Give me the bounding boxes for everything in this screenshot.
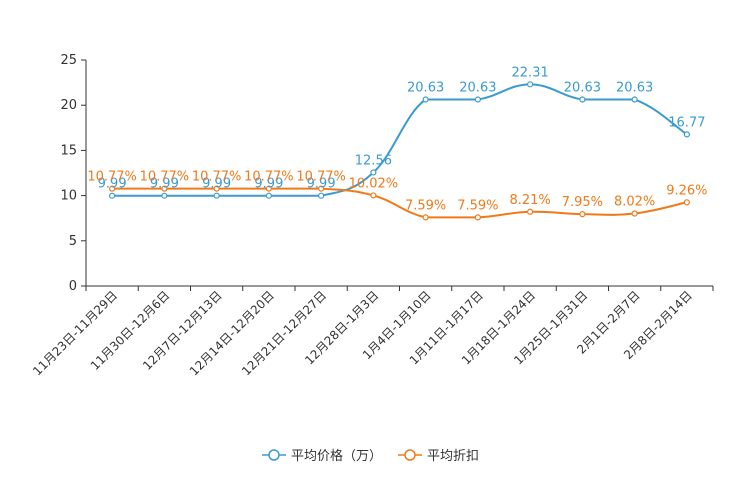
series-1-data-label: 7.59% [405, 198, 446, 213]
series-0-point[interactable] [527, 81, 534, 88]
series-1-data-label: 10.77% [244, 170, 294, 185]
series-1-point[interactable] [579, 211, 586, 218]
series-line-1 [112, 187, 688, 219]
series-1-data-label: 10.02% [349, 176, 399, 191]
series-1-data-label: 8.21% [509, 193, 550, 208]
series-0-data-label: 12.56 [355, 153, 392, 168]
y-tick-label: 15 [60, 143, 77, 158]
series-0-data-label: 9.99 [150, 177, 179, 192]
series-0-data-label: 20.63 [407, 81, 444, 96]
series-1-point[interactable] [109, 185, 116, 192]
legend-item-0[interactable]: 平均价格（万） [262, 448, 382, 464]
series-1-point[interactable] [422, 214, 429, 221]
series-0-point[interactable] [265, 192, 272, 199]
series-1-point[interactable] [370, 192, 377, 199]
series-1-point[interactable] [631, 210, 638, 217]
series-0-data-label: 20.63 [616, 81, 653, 96]
series-1-data-label: 10.77% [87, 170, 137, 185]
series-0-point[interactable] [109, 192, 116, 199]
data-labels: 9.99 9.99 9.99 9.99 9.99 12.56 20.63 20.63 22.31… [87, 65, 707, 213]
y-tick-label: 5 [69, 234, 77, 249]
legend-label: 平均折扣 [427, 449, 479, 464]
series-0-point[interactable] [474, 96, 481, 103]
y-tick-label: 20 [60, 98, 77, 113]
legend-marker-icon [268, 449, 280, 461]
series-1-point[interactable] [318, 185, 325, 192]
series-0-data-label: 20.63 [459, 81, 496, 96]
legend[interactable]: 平均价格（万） 平均折扣 [262, 448, 479, 464]
series-0-data-label: 9.99 [307, 177, 336, 192]
series-1-point[interactable] [683, 199, 690, 206]
legend-marker-icon [404, 449, 416, 461]
series-0-data-label: 16.77 [668, 115, 705, 130]
y-tick-label: 25 [60, 53, 77, 68]
series-0-point[interactable] [370, 169, 377, 176]
series-1-point[interactable] [161, 185, 168, 192]
series-1-point[interactable] [527, 208, 534, 215]
y-tick-label: 10 [60, 189, 77, 204]
legend-label: 平均价格（万） [291, 448, 382, 464]
series-1-point[interactable] [213, 185, 220, 192]
series-1-point[interactable] [474, 214, 481, 221]
series-1-data-label: 10.77% [296, 170, 346, 185]
series-1-data-label: 9.26% [666, 183, 707, 198]
series-0-point[interactable] [683, 131, 690, 138]
series-1-data-label: 7.95% [562, 195, 603, 210]
series-1-data-label: 8.02% [614, 194, 655, 209]
legend-item-1[interactable]: 平均折扣 [398, 449, 479, 464]
series-0-data-label: 9.99 [254, 177, 283, 192]
x-tick-label: 11月23日-11月29日 [30, 288, 120, 378]
series-0-data-label: 22.31 [512, 65, 549, 80]
series-0-point[interactable] [318, 192, 325, 199]
series-0-point[interactable] [631, 96, 638, 103]
series-0-data-label: 9.99 [98, 177, 127, 192]
series-layer [109, 81, 690, 221]
series-1-data-label: 10.77% [192, 170, 242, 185]
series-1-point[interactable] [265, 185, 272, 192]
series-0-point[interactable] [213, 192, 220, 199]
y-tick-label: 0 [69, 279, 77, 294]
series-0-point[interactable] [422, 96, 429, 103]
series-0-data-label: 9.99 [202, 177, 231, 192]
series-1-data-label: 7.59% [457, 198, 498, 213]
series-1-data-label: 10.77% [140, 170, 190, 185]
series-0-point[interactable] [579, 96, 586, 103]
series-0-point[interactable] [161, 192, 168, 199]
series-0-data-label: 20.63 [564, 81, 601, 96]
